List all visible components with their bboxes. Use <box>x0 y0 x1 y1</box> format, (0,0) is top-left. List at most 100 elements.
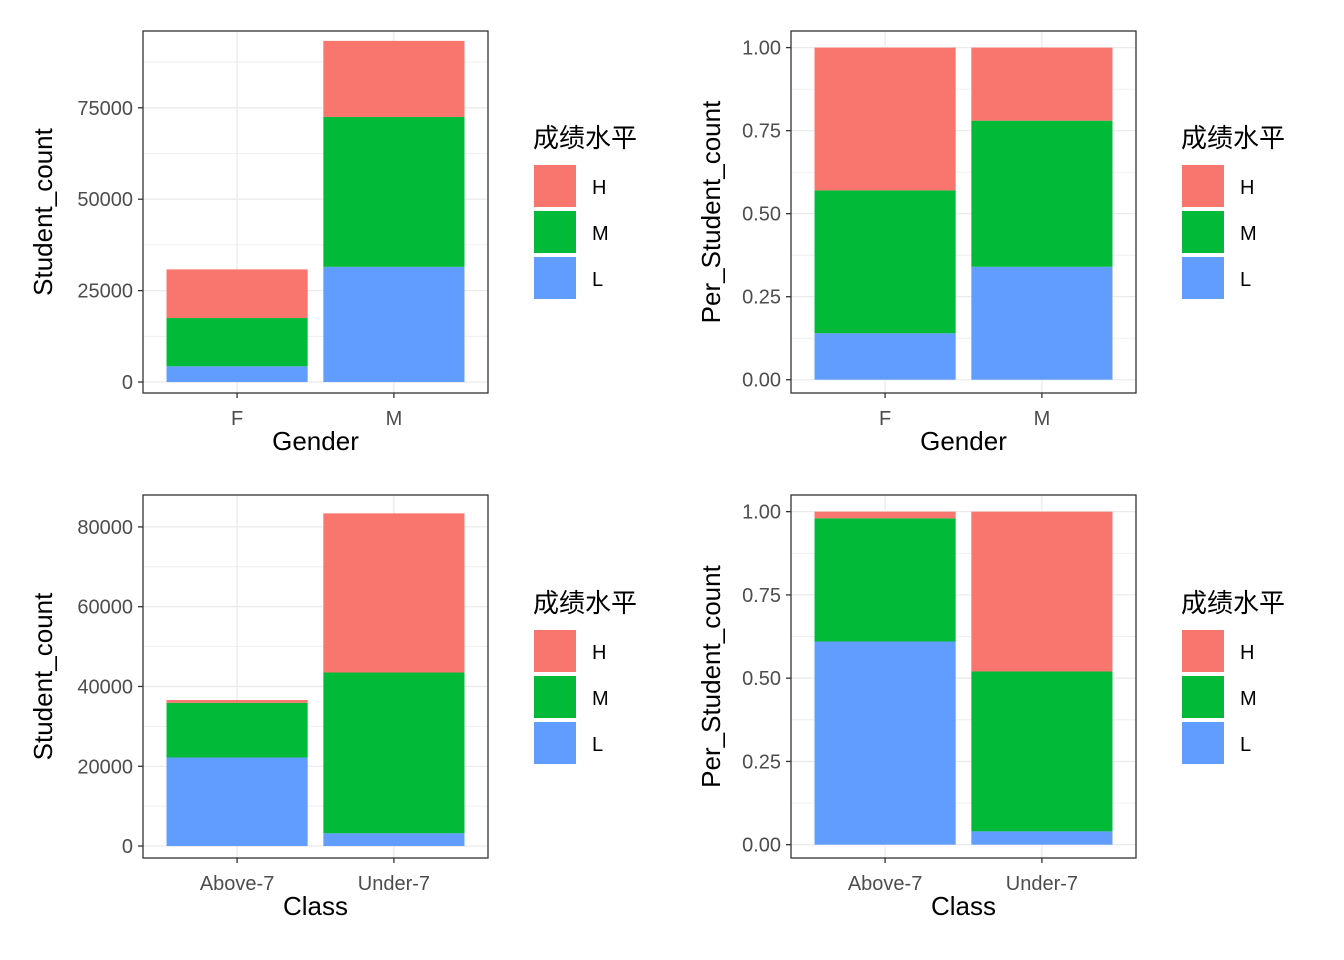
bar-L-M <box>971 266 1113 380</box>
x-tick-label: Above-7 <box>848 873 923 895</box>
bar-M-Above-7 <box>166 702 308 758</box>
legend: 成绩水平 H M L <box>533 123 637 299</box>
bar-L-Above-7 <box>814 641 956 845</box>
bar-L-Above-7 <box>166 757 308 847</box>
legend-title: 成绩水平 <box>533 588 637 618</box>
legend-label-M: M <box>1240 223 1257 245</box>
legend-key-M <box>534 676 576 718</box>
chart-panel-4: 0.00 0.25 0.50 0.75 1.00 Above-7 Under-7 Class P… <box>696 494 1285 921</box>
bar-L-Under-7 <box>323 833 465 847</box>
y-tick-label: 1.00 <box>742 502 781 524</box>
legend-key-H <box>534 630 576 672</box>
y-tick-label: 0.25 <box>742 751 781 773</box>
legend-title: 成绩水平 <box>1181 123 1285 153</box>
legend: 成绩水平 H M L <box>1181 588 1285 764</box>
legend-key-M <box>1182 211 1224 253</box>
bar-M-M <box>323 116 465 267</box>
bar-H-M <box>971 47 1113 121</box>
y-tick-label: 0 <box>122 372 133 394</box>
legend-title: 成绩水平 <box>1181 588 1285 618</box>
legend-label-M: M <box>592 223 609 245</box>
bar-H-F <box>814 47 956 191</box>
x-tick-label: M <box>386 408 403 430</box>
legend-key-M <box>1182 676 1224 718</box>
x-axis-title: Gender <box>272 426 359 456</box>
legend: 成绩水平 H M L <box>533 588 637 764</box>
y-axis-title: Per_Student_count <box>696 100 726 323</box>
y-tick-label: 40000 <box>77 676 133 698</box>
bar-H-F <box>166 269 308 319</box>
legend-key-H <box>1182 165 1224 207</box>
legend-label-M: M <box>592 688 609 710</box>
bar-M-Above-7 <box>814 518 956 642</box>
x-tick-label: M <box>1034 408 1051 430</box>
bar-H-Under-7 <box>971 511 1113 672</box>
y-tick-label: 60000 <box>77 597 133 619</box>
plot-frame <box>142 30 489 394</box>
legend-label-H: H <box>592 642 606 664</box>
bar-M-M <box>971 120 1113 267</box>
legend-key-L <box>1182 257 1224 299</box>
x-axis-title: Class <box>283 891 348 921</box>
chart-panel-1: 0 25000 50000 75000 F M Gender Student_count 成绩水… <box>28 30 637 456</box>
legend-title: 成绩水平 <box>533 123 637 153</box>
bar-L-M <box>323 266 465 383</box>
chart-panel-3: 0 20000 40000 60000 80000 Above-7 Under-7 Class… <box>28 494 637 921</box>
legend-key-L <box>534 722 576 764</box>
chart-panel-2: 0.00 0.25 0.50 0.75 1.00 F M Gender Per_Student_… <box>696 30 1285 456</box>
legend-key-M <box>534 211 576 253</box>
legend-key-L <box>534 257 576 299</box>
x-tick-label: F <box>231 408 243 430</box>
plot-frame <box>790 494 1137 859</box>
legend-label-M: M <box>1240 688 1257 710</box>
x-axis-title: Gender <box>920 426 1007 456</box>
x-tick-label: Above-7 <box>200 873 275 895</box>
legend-label-L: L <box>1240 734 1251 756</box>
bar-M-F <box>166 318 308 367</box>
y-tick-label: 0 <box>122 836 133 858</box>
y-tick-label: 0.00 <box>742 370 781 392</box>
y-axis-title: Per_Student_count <box>696 564 726 787</box>
legend-label-H: H <box>1240 642 1254 664</box>
bar-L-Under-7 <box>971 831 1113 845</box>
y-tick-label: 0.25 <box>742 287 781 309</box>
y-tick-label: 50000 <box>77 189 133 211</box>
legend-label-L: L <box>592 734 603 756</box>
y-axis-title: Student_count <box>28 592 58 760</box>
y-tick-label: 0.00 <box>742 835 781 857</box>
legend-key-H <box>534 165 576 207</box>
legend: 成绩水平 H M L <box>1181 123 1285 299</box>
y-tick-label: 20000 <box>77 756 133 778</box>
bar-H-Under-7 <box>323 513 465 673</box>
x-axis-title: Class <box>931 891 996 921</box>
y-tick-label: 0.75 <box>742 121 781 143</box>
y-tick-label: 75000 <box>77 98 133 120</box>
bar-H-Above-7 <box>814 511 956 519</box>
y-tick-label: 0.50 <box>742 204 781 226</box>
legend-key-L <box>1182 722 1224 764</box>
legend-label-H: H <box>592 177 606 199</box>
x-tick-label: Under-7 <box>1006 873 1078 895</box>
x-tick-label: Under-7 <box>358 873 430 895</box>
legend-label-L: L <box>1240 269 1251 291</box>
bar-L-F <box>814 333 956 380</box>
plot-frame <box>142 494 489 859</box>
bar-M-Under-7 <box>971 671 1113 832</box>
x-tick-label: F <box>879 408 891 430</box>
legend-key-H <box>1182 630 1224 672</box>
y-tick-label: 80000 <box>77 517 133 539</box>
bar-H-Above-7 <box>166 700 308 703</box>
y-tick-label: 1.00 <box>742 38 781 60</box>
bar-H-M <box>323 40 465 117</box>
bar-M-F <box>814 190 956 334</box>
y-tick-label: 0.50 <box>742 668 781 690</box>
legend-label-L: L <box>592 269 603 291</box>
y-tick-label: 25000 <box>77 281 133 303</box>
plot-frame <box>790 30 1137 394</box>
y-tick-label: 0.75 <box>742 585 781 607</box>
bar-L-F <box>166 366 308 383</box>
y-axis-title: Student_count <box>28 127 58 295</box>
legend-label-H: H <box>1240 177 1254 199</box>
bar-M-Under-7 <box>323 672 465 834</box>
